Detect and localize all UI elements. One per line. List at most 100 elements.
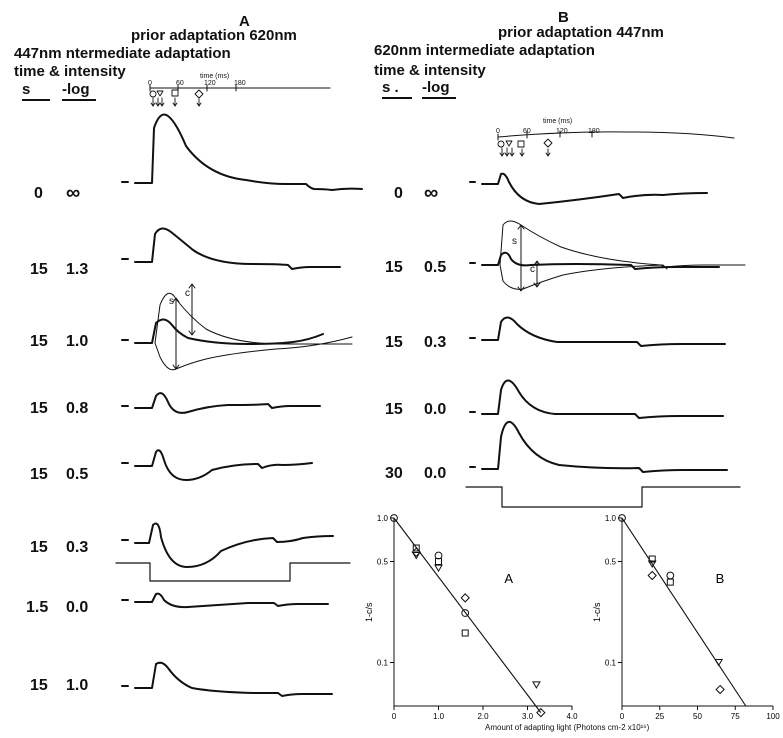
b-time-markers — [497, 138, 553, 157]
a-annot-s: s — [169, 296, 174, 307]
x-tick-label: 50 — [693, 712, 702, 721]
data-point — [648, 555, 656, 563]
data-point — [411, 547, 421, 557]
y-tick-label: 0.5 — [377, 557, 389, 566]
panel-a-title: prior adaptation 620nm — [131, 27, 297, 44]
a-time-tick: 0 — [148, 80, 152, 87]
plot-panel-label: A — [504, 571, 513, 586]
data-point — [647, 570, 657, 581]
panel-b-letter: B — [558, 9, 569, 26]
a-row-time: 1.5 — [26, 599, 49, 616]
x-tick-label: 100 — [766, 712, 780, 721]
b-row-intensity: 0.3 — [424, 334, 447, 351]
b-envelope — [499, 220, 746, 292]
a-row-time: 15 — [30, 677, 48, 694]
x-tick-label: 0 — [620, 712, 625, 721]
b-traces — [469, 172, 728, 473]
scatter-plot-a: 0 1.0 2.0 3.0 4.0 1.0 0.5 0.1 1-c/s A — [364, 514, 578, 721]
a-traces — [121, 113, 363, 697]
a-row-time: 15 — [30, 400, 48, 417]
data-point — [434, 564, 443, 573]
data-point — [412, 544, 420, 552]
data-point — [532, 681, 541, 689]
b-row-intensity: 0.0 — [424, 465, 447, 482]
panel-a-col-s: s — [22, 82, 50, 101]
a-row-time: 15 — [30, 466, 48, 483]
panel-b-subtitle: 620nm intermediate adaptation — [374, 42, 595, 59]
data-point — [715, 684, 725, 695]
a-row-intensity: 1.3 — [66, 261, 89, 278]
b-row-time: 15 — [385, 334, 403, 351]
a-time-tick: 180 — [234, 80, 246, 87]
b-time-tick: 0 — [496, 128, 500, 135]
data-point — [666, 571, 675, 580]
a-row-intensity: 0.8 — [66, 400, 89, 417]
a-stimulus-bar — [115, 562, 351, 582]
b-time-tick: 120 — [556, 128, 568, 135]
data-point — [435, 557, 442, 565]
panel-b-subtitle2: time & intensity — [374, 62, 486, 79]
scatter-plot-b: 0 25 50 75 100 1.0 0.5 0.1 1-c/s B — [592, 514, 780, 721]
data-point — [390, 514, 398, 522]
x-tick-label: 4.0 — [566, 712, 578, 721]
y-tick-label: 0.1 — [377, 659, 389, 668]
a-time-tick: 120 — [204, 80, 216, 87]
a-row-time: 15 — [30, 333, 48, 350]
panel-a-col-log: -log — [62, 82, 96, 101]
a-time-tick: 60 — [176, 80, 184, 87]
b-time-axis — [497, 130, 735, 141]
x-tick-label: 75 — [731, 712, 740, 721]
b-row-time: 15 — [385, 401, 403, 418]
a-row-time: 15 — [30, 539, 48, 556]
a-row-intensity: 1.0 — [66, 677, 89, 694]
b-row-intensity: ∞ — [424, 182, 439, 204]
plot-panel-label: B — [716, 571, 725, 586]
data-point — [411, 552, 421, 560]
a-row-time: 0 — [34, 185, 43, 202]
a-envelope — [154, 283, 353, 371]
y-tick-label: 0.5 — [605, 557, 617, 566]
b-row-intensity: 0.0 — [424, 401, 447, 418]
panel-a-subtitle: 447nm ntermediate adaptation — [14, 45, 231, 62]
x-tick-label: 1.0 — [433, 712, 445, 721]
a-annot-c: c — [185, 288, 190, 299]
a-time-markers — [149, 89, 204, 107]
panel-b-title: prior adaptation 447nm — [498, 24, 664, 41]
data-point — [666, 578, 674, 586]
a-row-intensity: 0.3 — [66, 539, 89, 556]
a-row-time: 15 — [30, 261, 48, 278]
a-row-intensity: ∞ — [66, 182, 81, 204]
b-stimulus-bar — [465, 486, 741, 508]
x-tick-label: 3.0 — [522, 712, 534, 721]
data-point — [461, 629, 469, 637]
data-point — [714, 659, 724, 667]
x-tick-label: 2.0 — [477, 712, 489, 721]
b-row-time: 0 — [394, 185, 403, 202]
fit-line — [621, 517, 747, 707]
y-axis-label: 1-c/s — [364, 602, 374, 622]
b-time-tick: 60 — [523, 128, 531, 135]
x-tick-label: 0 — [392, 712, 397, 721]
a-row-intensity: 0.0 — [66, 599, 89, 616]
panel-a-letter: A — [239, 13, 250, 30]
data-point — [618, 514, 626, 522]
data-point — [461, 609, 470, 617]
y-tick-label: 0.1 — [605, 659, 617, 668]
panel-b-col-s: s . — [382, 80, 412, 99]
y-tick-label: 1.0 — [377, 514, 389, 523]
y-tick-label: 1.0 — [605, 514, 617, 523]
b-row-time: 30 — [385, 465, 403, 482]
a-row-intensity: 1.0 — [66, 333, 89, 350]
b-annot-s: s — [512, 236, 517, 247]
y-axis-label: 1-c/s — [592, 602, 602, 622]
b-time-axis-label: time (ms) — [543, 118, 573, 125]
panel-b-col-log: -log — [422, 80, 456, 99]
b-annot-c: c — [530, 264, 535, 275]
a-row-intensity: 0.5 — [66, 466, 89, 483]
a-time-axis-label: time (ms) — [200, 73, 230, 80]
data-point — [434, 551, 443, 560]
x-axis-caption: Amount of adapting light (Photons cm-2 x… — [485, 723, 650, 732]
data-point — [460, 593, 470, 603]
b-row-intensity: 0.5 — [424, 259, 447, 276]
